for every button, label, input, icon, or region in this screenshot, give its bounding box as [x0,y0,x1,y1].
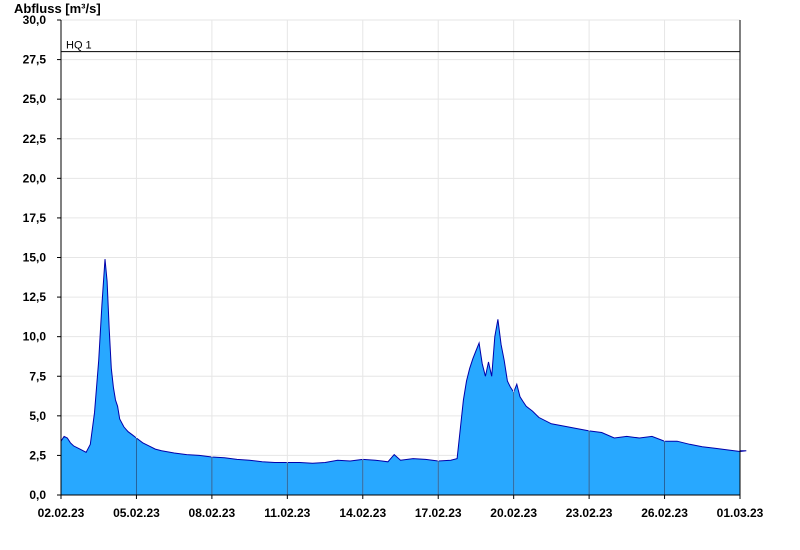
y-tick-label: 25,0 [23,92,47,106]
y-tick-label: 20,0 [23,171,47,185]
gridlines [61,19,740,456]
y-tick-label: 22,5 [23,132,47,146]
y-tick-label: 10,0 [23,330,47,344]
y-tick-label: 27,5 [23,53,47,67]
x-axis: 02.02.23 05.02.23 08.02.23 11.02.23 14.02.23… [38,495,764,520]
x-tick-label: 08.02.23 [189,506,236,520]
x-gridlines [135,20,666,495]
y-tick-label: 30,0 [23,13,47,27]
x-tick-label: 02.02.23 [38,506,85,520]
y-tick-label: 0,0 [29,488,46,502]
x-tick-label: 17.02.23 [415,506,462,520]
hq1-label: HQ 1 [66,40,92,52]
reference-line-group: HQ 1 [61,40,740,53]
x-tick-label: 11.02.23 [264,506,310,520]
x-tick-label: 20.02.23 [490,506,537,520]
series-area [61,259,747,495]
x-tick-label: 14.02.23 [339,506,386,520]
series-line [60,259,747,464]
x-tick-label: 26.02.23 [641,506,688,520]
y-tick-label: 2,5 [29,448,46,462]
x-tick-label: 23.02.23 [566,506,613,520]
y-tick-label: 7,5 [29,369,46,383]
y-tick-label: 17,5 [23,211,47,225]
y-axis: 0,0 2,5 5,0 7,5 10,0 12,5 15,0 17,5 20,0 22,5 25,0… [23,13,61,502]
y-tick-label: 5,0 [29,409,46,423]
area-series [60,259,747,495]
y-axis-title: Abfluss [m³/s] [14,1,101,16]
x-tick-label: 01.03.23 [717,506,764,520]
y-tick-label: 15,0 [23,251,47,265]
y-tick-label: 12,5 [23,290,47,304]
x-tick-label: 05.02.23 [113,506,160,520]
